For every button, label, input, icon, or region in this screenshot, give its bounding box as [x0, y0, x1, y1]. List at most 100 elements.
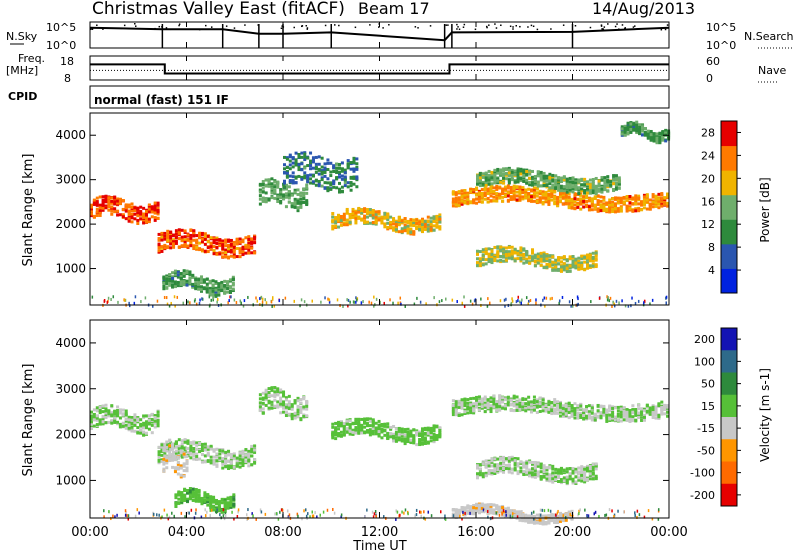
velocity-cell — [241, 452, 245, 456]
power-cell — [585, 196, 589, 200]
power-cell — [483, 188, 487, 192]
power-cell — [530, 195, 534, 199]
power-cell — [294, 160, 298, 164]
velocity-cell — [188, 489, 192, 493]
power-cell — [559, 256, 563, 260]
velocity-cell — [192, 447, 196, 451]
power-cell — [539, 254, 543, 258]
power-cell — [320, 172, 324, 176]
velocity-cell — [438, 435, 442, 439]
power-cell — [556, 204, 560, 208]
power-cell — [602, 195, 606, 199]
power-cell — [297, 165, 301, 169]
power-speckle — [527, 299, 530, 303]
velocity-cell — [371, 422, 375, 426]
power-cell — [565, 182, 569, 186]
velocity-cell — [189, 451, 193, 455]
power-cell — [244, 251, 248, 255]
power-cell — [651, 195, 655, 199]
power-cell — [232, 253, 236, 257]
velocity-cell — [247, 454, 251, 458]
power-cell — [180, 228, 184, 232]
velocity-cell — [418, 443, 422, 447]
power-cell — [579, 193, 583, 197]
velocity-cell — [438, 430, 442, 434]
velocity-cell — [142, 421, 146, 425]
power-cell — [302, 197, 306, 201]
velocity-cell — [220, 501, 224, 505]
power-cell — [648, 198, 652, 202]
power-cell — [311, 156, 315, 160]
power-cell — [528, 261, 532, 265]
power-cell — [276, 193, 280, 197]
power-cell — [571, 181, 575, 185]
power-speckle — [260, 295, 263, 299]
power-speckle — [124, 298, 126, 302]
power-speckle — [609, 296, 612, 300]
power-cell — [666, 201, 670, 205]
power-cell — [613, 197, 617, 201]
power-speckle — [265, 301, 268, 305]
power-speckle — [129, 304, 131, 308]
power-cell — [113, 210, 117, 214]
velocity-cell — [264, 398, 268, 402]
power-cell — [512, 187, 516, 191]
power-cell — [118, 213, 122, 217]
velocity-cell — [374, 429, 378, 433]
velocity-cell — [124, 419, 128, 423]
velocity-cell — [101, 405, 105, 409]
power-cell — [614, 187, 618, 191]
velocity-cell — [371, 429, 375, 433]
power-cell — [507, 168, 511, 172]
power-cell — [539, 174, 543, 178]
velocity-cell — [276, 400, 280, 404]
power-cell — [451, 204, 455, 208]
power-speckle — [284, 296, 287, 300]
nsearch-dot — [305, 25, 308, 27]
power-cell — [299, 205, 303, 209]
power-cell — [409, 223, 413, 227]
power-cell — [156, 201, 160, 205]
power-speckle — [235, 301, 238, 305]
power-cell — [418, 228, 422, 232]
power-cell — [542, 179, 546, 183]
velocity-cell — [165, 449, 169, 453]
power-speckle — [545, 296, 548, 300]
power-cell — [231, 283, 235, 287]
velocity-cell — [409, 429, 413, 433]
velocity-cell — [104, 409, 108, 413]
velocity-cell — [90, 417, 93, 421]
power-cell — [348, 216, 352, 220]
velocity-cell — [124, 409, 128, 413]
velocity-cell — [454, 411, 458, 415]
power-cell — [90, 203, 93, 207]
velocity-cell — [432, 429, 436, 433]
power-cell — [258, 188, 262, 192]
power-cell — [463, 191, 467, 195]
nsearch-dot — [494, 23, 496, 25]
velocity-cell — [302, 407, 306, 411]
nsearch-dot — [169, 28, 172, 31]
velocity-cell — [258, 401, 262, 405]
velocity-cell — [267, 399, 271, 403]
power-cell — [153, 216, 157, 220]
power-cell — [478, 181, 482, 185]
velocity-cell — [287, 412, 291, 416]
velocity-cell — [232, 494, 236, 498]
power-cell — [326, 186, 330, 190]
velocity-cell — [223, 506, 227, 510]
power-cell — [162, 284, 166, 288]
velocity-cell — [174, 504, 178, 508]
power-speckle — [198, 302, 201, 306]
velocity-cell — [110, 419, 114, 423]
power-cell — [258, 190, 262, 194]
velocity-cell — [191, 493, 195, 497]
velocity-cell — [247, 456, 251, 460]
power-cell — [536, 170, 540, 174]
power-cell — [628, 205, 632, 209]
power-cell — [270, 187, 274, 191]
power-speckle — [170, 301, 172, 305]
power-speckle — [303, 300, 306, 304]
power-cell — [487, 247, 491, 251]
power-cell — [267, 180, 271, 184]
